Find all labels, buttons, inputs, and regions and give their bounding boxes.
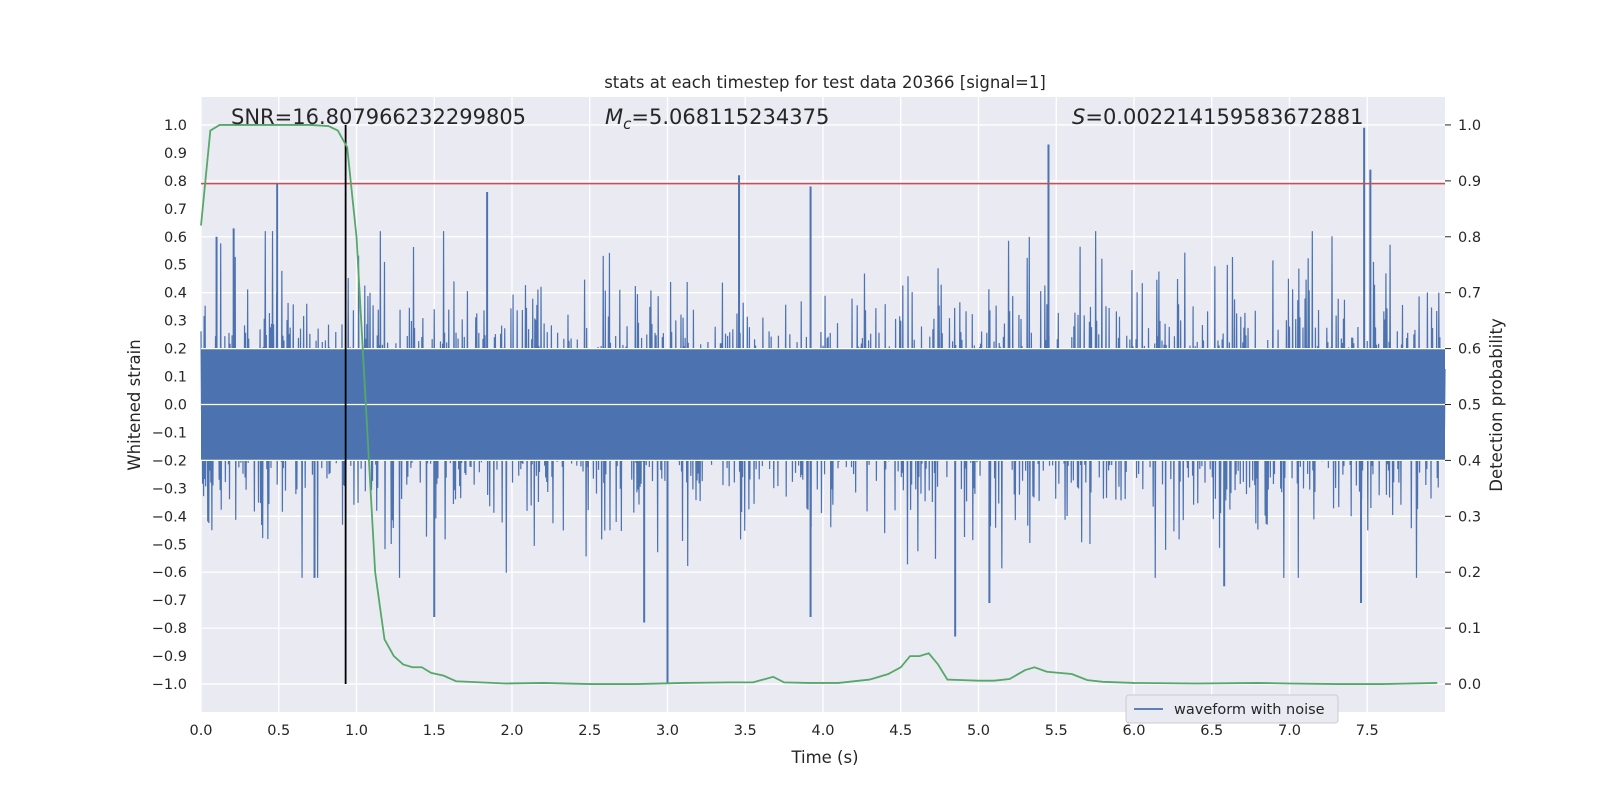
x-tick-label: 5.5 bbox=[1045, 723, 1068, 739]
y-tick-label: 1.0 bbox=[164, 118, 187, 134]
y2-tick-label: 1.0 bbox=[1458, 118, 1481, 134]
mc-value: =5.068115234375 bbox=[631, 105, 829, 129]
y-tick-label: 0.5 bbox=[164, 258, 187, 274]
x-tick-label: 4.0 bbox=[811, 723, 834, 739]
s-annotation: S=0.002214159583672881 bbox=[1072, 105, 1363, 129]
x-tick-label: 1.0 bbox=[345, 723, 368, 739]
tick-labels: 0.0 0.5 1.0 1.5 2.0 2.5 3.0 3.5 4.0 4.5 5.0 5.5 6.0 6… bbox=[152, 118, 1481, 739]
x-tick-label: 2.0 bbox=[500, 723, 523, 739]
y-tick-label: 0.2 bbox=[164, 342, 187, 358]
legend: waveform with noise bbox=[1125, 694, 1339, 724]
x-axis-label: Time (s) bbox=[790, 748, 858, 767]
x-tick-label: 7.5 bbox=[1356, 723, 1379, 739]
y-tick-label: 0.0 bbox=[164, 398, 187, 414]
legend-label: waveform with noise bbox=[1174, 702, 1325, 718]
y2-tick-label: 0.4 bbox=[1458, 453, 1481, 469]
y-tick-label: −0.1 bbox=[152, 425, 187, 441]
mc-subscript: c bbox=[623, 115, 632, 133]
y-tick-label: −0.7 bbox=[152, 593, 187, 609]
y2-tick-label: 0.9 bbox=[1458, 174, 1481, 190]
y2-axis-label: Detection probability bbox=[1487, 318, 1506, 492]
x-tick-label: 0.0 bbox=[189, 723, 212, 739]
y-tick-label: 0.8 bbox=[164, 174, 187, 190]
detection-probability-line bbox=[200, 124, 1438, 685]
y2-tick-label: 0.8 bbox=[1458, 230, 1481, 246]
x-tick-label: 0.5 bbox=[267, 723, 290, 739]
y2-tick-label: 0.1 bbox=[1458, 621, 1481, 637]
y-tick-label: −0.4 bbox=[152, 509, 187, 525]
y2-tick-label: 0.7 bbox=[1458, 286, 1481, 302]
overlay-lines bbox=[200, 124, 1445, 685]
y2-tick-label: 0.6 bbox=[1458, 342, 1481, 358]
snr-annotation: SNR=16.807966232299805 bbox=[231, 105, 526, 129]
y2-tick-label: 0.0 bbox=[1458, 677, 1481, 693]
mc-symbol: M bbox=[605, 105, 623, 129]
s-value: =0.002214159583672881 bbox=[1085, 105, 1363, 129]
y-tick-label: −1.0 bbox=[152, 677, 187, 693]
x-tick-label: 5.0 bbox=[967, 723, 990, 739]
x-tick-label: 4.5 bbox=[889, 723, 912, 739]
x-tick-label: 2.5 bbox=[578, 723, 601, 739]
y-tick-label: −0.8 bbox=[152, 621, 187, 637]
x-tick-label: 3.0 bbox=[656, 723, 679, 739]
s-symbol: S bbox=[1072, 105, 1085, 129]
x-tick-label: 7.0 bbox=[1278, 723, 1301, 739]
chirp-mass-annotation: Mc=5.068115234375 bbox=[605, 105, 829, 133]
y-tick-label: 0.6 bbox=[164, 230, 187, 246]
y-axis-label: Whitened strain bbox=[125, 339, 144, 470]
y-tick-label: 0.7 bbox=[164, 202, 187, 218]
x-tick-label: 3.5 bbox=[734, 723, 757, 739]
y2-tick-label: 0.5 bbox=[1458, 398, 1481, 414]
y-tick-label: −0.5 bbox=[152, 537, 187, 553]
y-tick-label: 0.4 bbox=[164, 286, 187, 302]
legend-box bbox=[1125, 694, 1339, 724]
waveform-series bbox=[200, 127, 1446, 685]
chart-title: stats at each timestep for test data 203… bbox=[604, 73, 1046, 92]
x-tick-label: 1.5 bbox=[423, 723, 446, 739]
y-tick-label: −0.3 bbox=[152, 481, 187, 497]
y2-tick-label: 0.3 bbox=[1458, 509, 1481, 525]
y2-tick-label: 0.2 bbox=[1458, 565, 1481, 581]
y-tick-label: 0.9 bbox=[164, 146, 187, 162]
y-tick-label: 0.1 bbox=[164, 370, 187, 386]
y-tick-label: −0.9 bbox=[152, 649, 187, 665]
y-tick-label: −0.6 bbox=[152, 565, 187, 581]
y-tick-label: 0.3 bbox=[164, 314, 187, 330]
y-tick-label: −0.2 bbox=[152, 453, 187, 469]
x-tick-label: 6.0 bbox=[1122, 723, 1145, 739]
x-tick-label: 6.5 bbox=[1200, 723, 1223, 739]
